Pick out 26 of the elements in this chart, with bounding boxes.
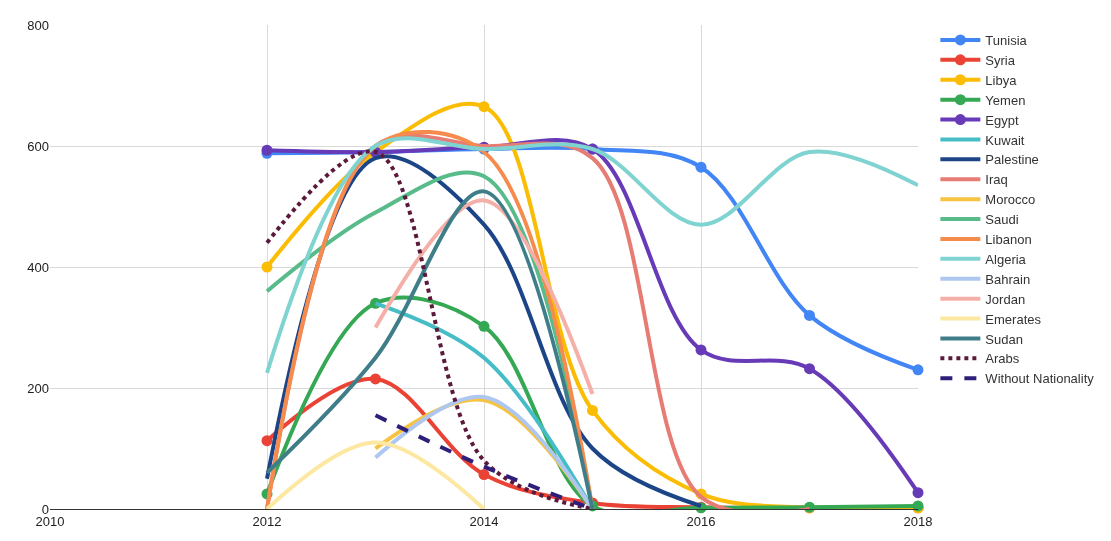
legend-label: Iraq bbox=[985, 172, 1008, 188]
x-tick-label: 2014 bbox=[469, 513, 499, 529]
legend-label: Without Nationality bbox=[985, 371, 1095, 387]
legend-label: Kuwait bbox=[985, 132, 1025, 148]
legend-label: Morocco bbox=[985, 192, 1036, 208]
legend-label: Arabs bbox=[985, 351, 1020, 367]
legend-label: Emerates bbox=[985, 311, 1042, 327]
legend-label: Yemen bbox=[985, 92, 1026, 108]
legend-label: Bahrain bbox=[985, 271, 1031, 287]
legend-label: Libanon bbox=[985, 232, 1032, 248]
legend-label: Jordan bbox=[985, 291, 1026, 307]
y-tick-label: 600 bbox=[27, 138, 49, 154]
legend-label: Egypt bbox=[985, 112, 1019, 128]
y-tick-label: 200 bbox=[27, 380, 49, 396]
legend-label: Sudan bbox=[985, 331, 1023, 347]
x-tick-label: 2018 bbox=[903, 513, 933, 529]
x-tick-label: 2016 bbox=[686, 513, 716, 529]
legend-label: Saudi bbox=[985, 212, 1019, 228]
y-tick-label: 400 bbox=[27, 259, 49, 275]
legend-label: Palestine bbox=[985, 152, 1039, 168]
legend-label: Syria bbox=[985, 52, 1016, 68]
legend-label: Libya bbox=[985, 72, 1018, 88]
legend-label: Tunisia bbox=[985, 33, 1028, 49]
x-tick-label: 2012 bbox=[252, 513, 282, 529]
legend-label: Algeria bbox=[985, 251, 1027, 267]
y-tick-label: 800 bbox=[27, 17, 49, 33]
